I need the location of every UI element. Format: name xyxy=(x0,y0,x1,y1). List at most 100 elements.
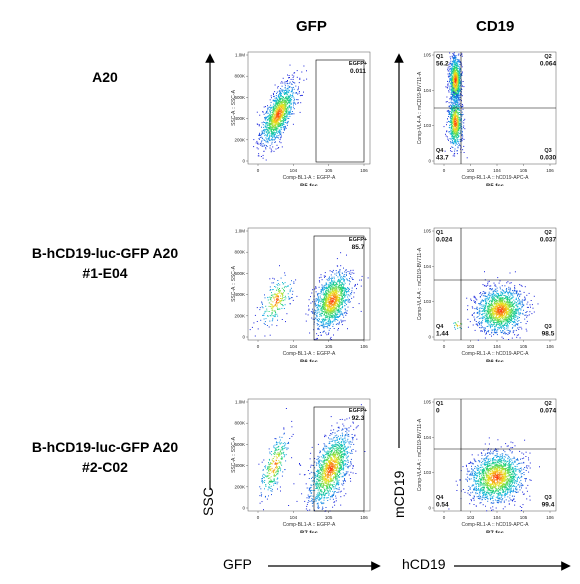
gfp-plot-e04: 0 200K 400K 600K 800K 1.0M 0 104 105 106 Comp-BL1-… xyxy=(228,220,376,362)
gfp-1-x-axis-label: Comp-BL1-A :: EGFP-A xyxy=(283,351,336,357)
cd19-2-x-axis-label: Comp-RL1-A :: hCD19-APC-A xyxy=(462,522,530,528)
row-label-3-line1: B-hCD19-luc-GFP A20 xyxy=(31,439,179,455)
row-label-1: A20 xyxy=(0,67,210,87)
gfp-2-ytick-label: 0 xyxy=(242,506,245,511)
row-label-3: B-hCD19-luc-GFP A20 #2-C02 xyxy=(0,437,210,477)
gfp-1-xtick-label: 0 xyxy=(257,344,260,349)
cd19-2-xtick-label: 106 xyxy=(546,515,554,520)
row-label-2-line1: B-hCD19-luc-GFP A20 xyxy=(31,245,179,261)
cd19-0-ytick-label: 105 xyxy=(423,53,431,58)
cd19-0-xtick-label: 0 xyxy=(443,168,446,173)
row-label-2-line2: #1-E04 xyxy=(82,265,128,281)
cd19-0-q4-value: 43.7 xyxy=(436,155,449,162)
gfp-1-gate-name: EGFP+ xyxy=(349,237,367,243)
gfp-2-gate-name: EGFP+ xyxy=(349,408,367,414)
hcd19-axis-label: hCD19 xyxy=(402,556,446,572)
cd19-1-q2-name: Q2 xyxy=(544,230,551,236)
cd19-2-q1-name: Q1 xyxy=(436,401,443,407)
cd19-1-q4-name: Q4 xyxy=(436,324,444,330)
gfp-0-egfp-gate xyxy=(315,59,365,163)
gfp-1-y-axis-label: SSC-A :: SSC-A xyxy=(231,265,237,302)
gfp-1-ytick-label: 600K xyxy=(234,271,245,276)
cd19-0-x-axis-label: Comp-RL1-A :: hCD19-APC-A xyxy=(462,175,530,181)
cd19-0-xtick-label: 104 xyxy=(493,168,501,173)
cd19-2-ytick-label: 0 xyxy=(428,506,431,511)
gfp-0-file-name: B5.fcs xyxy=(300,184,319,186)
cd19-1-q1-name: Q1 xyxy=(436,230,443,236)
gfp-2-xtick-label: 104 xyxy=(290,515,298,520)
cd19-column-title: CD19 xyxy=(476,18,515,35)
gfp-0-frame xyxy=(247,51,371,165)
gfp-1-file-name: B6.fcs xyxy=(300,360,319,362)
gfp-1-frame xyxy=(247,227,371,341)
cd19-1-x-axis-label: Comp-RL1-A :: hCD19-APC-A xyxy=(462,351,530,357)
cd19-0-q3-name: Q3 xyxy=(544,148,551,154)
cd19-1-ytick-label: 103 xyxy=(423,299,431,304)
gfp-0-xtick-label: 106 xyxy=(360,168,368,173)
gfp-0-x-axis-label: Comp-BL1-A :: EGFP-A xyxy=(283,175,336,181)
cd19-2-xtick-label: 104 xyxy=(493,515,501,520)
cd19-2-q2-value: 0.074 xyxy=(540,408,557,415)
cd19-2-events xyxy=(448,437,540,512)
cd19-2-q3-name: Q3 xyxy=(544,495,551,501)
cd19-0-q4-name: Q4 xyxy=(436,148,444,154)
cd19-2-frame xyxy=(433,398,557,512)
cd19-1-xtick-label: 105 xyxy=(520,344,528,349)
cd19-plot-e04: 0 103 104 105 0 103 104 105 106 Comp-RL1-A :: hCD… xyxy=(414,220,562,362)
cd19-0-q2-value: 0.064 xyxy=(540,61,557,68)
cd19-1-frame xyxy=(433,227,557,341)
row-label-2: B-hCD19-luc-GFP A20 #1-E04 xyxy=(0,243,210,283)
cd19-0-q1-name: Q1 xyxy=(436,54,443,60)
cd19-1-q1-value: 0.024 xyxy=(436,237,453,244)
gfp-1-xtick-label: 105 xyxy=(325,344,333,349)
gfp-0-xtick-label: 0 xyxy=(257,168,260,173)
cd19-1-ytick-label: 104 xyxy=(423,264,431,269)
cd19-1-y-axis-label: Comp-VL4-A :: mCD19-BV711-A xyxy=(417,247,423,320)
cd19-1-q3-value: 98.5 xyxy=(542,331,555,338)
cd19-0-q1-value: 56.2 xyxy=(436,61,449,68)
gfp-1-xtick-label: 104 xyxy=(290,344,298,349)
cd19-2-q4-name: Q4 xyxy=(436,495,444,501)
gfp-2-ytick-label: 600K xyxy=(234,442,245,447)
cd19-0-file-name: B5.fcs xyxy=(486,184,505,186)
cd19-2-xtick-label: 105 xyxy=(520,515,528,520)
cd19-2-xtick-label: 0 xyxy=(443,515,446,520)
cd19-1-file-name: B6.fcs xyxy=(486,360,505,362)
cd19-2-q1-value: 0 xyxy=(436,408,440,415)
cd19-0-ytick-label: 104 xyxy=(423,88,431,93)
gfp-0-ytick-label: 0 xyxy=(242,159,245,164)
gfp-2-xtick-label: 105 xyxy=(325,515,333,520)
cd19-2-ytick-label: 105 xyxy=(423,400,431,405)
cd19-2-xtick-label: 103 xyxy=(467,515,475,520)
gfp-1-ytick-label: 0 xyxy=(242,335,245,340)
gfp-2-y-axis-label: SSC-A :: SSC-A xyxy=(231,436,237,473)
cd19-1-events xyxy=(453,271,539,341)
gfp-0-ytick-label: 400K xyxy=(234,116,245,121)
cd19-0-xtick-label: 105 xyxy=(520,168,528,173)
gfp-1-ytick-label: 200K xyxy=(234,313,245,318)
gfp-1-ytick-label: 1.0M xyxy=(235,229,245,234)
gfp-2-ytick-label: 800K xyxy=(234,421,245,426)
cd19-2-q2-name: Q2 xyxy=(544,401,551,407)
cd19-0-ytick-label: 0 xyxy=(428,159,431,164)
gfp-2-ytick-label: 200K xyxy=(234,484,245,489)
gfp-2-egfp-gate xyxy=(313,406,365,512)
gfp-1-gate-value: 85.7 xyxy=(352,244,365,251)
cd19-2-q4-value: 0.54 xyxy=(436,502,449,509)
gfp-0-ytick-label: 1.0M xyxy=(235,53,245,58)
gfp-0-ytick-label: 200K xyxy=(234,137,245,142)
gfp-0-ytick-label: 600K xyxy=(234,95,245,100)
ssc-axis-label: SSC xyxy=(200,487,216,516)
gfp-1-ytick-label: 800K xyxy=(234,250,245,255)
cd19-0-ytick-label: 103 xyxy=(423,123,431,128)
cd19-1-xtick-label: 106 xyxy=(546,344,554,349)
row-label-1-line1: A20 xyxy=(92,69,118,85)
gfp-1-egfp-gate xyxy=(313,235,365,341)
gfp-0-xtick-label: 104 xyxy=(290,168,298,173)
cd19-1-xtick-label: 0 xyxy=(443,344,446,349)
row-label-3-line2: #2-C02 xyxy=(82,459,128,475)
cd19-1-q4-value: 1.44 xyxy=(436,331,449,338)
gfp-0-xtick-label: 105 xyxy=(325,168,333,173)
gfp-0-gate-name: EGFP+ xyxy=(349,61,367,67)
